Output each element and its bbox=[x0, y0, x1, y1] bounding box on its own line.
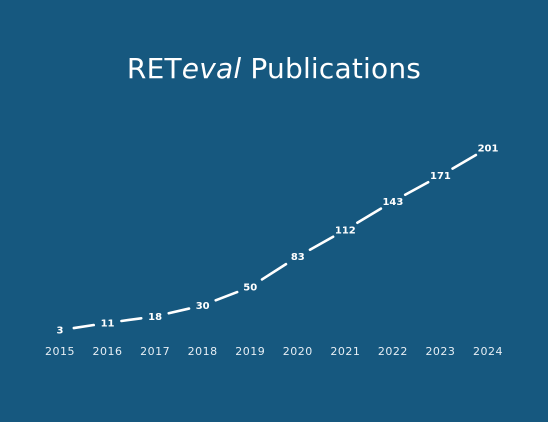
series-line-segment bbox=[308, 235, 335, 252]
data-labels: 3 11 18 30 50 83 112 143 171 201 bbox=[57, 144, 499, 337]
series-line-segment bbox=[356, 207, 383, 225]
data-label: 171 bbox=[430, 171, 451, 182]
series-line-segment bbox=[403, 180, 430, 197]
x-tick-label: 2024 bbox=[473, 345, 503, 358]
data-label: 18 bbox=[148, 312, 162, 323]
data-label: 201 bbox=[478, 144, 499, 155]
x-tick-label: 2020 bbox=[283, 345, 313, 358]
title-italic: eval bbox=[181, 52, 242, 85]
data-label: 3 bbox=[57, 326, 64, 337]
title-prefix: RET bbox=[126, 52, 182, 85]
series-line-segment bbox=[451, 153, 478, 170]
series-line-segment bbox=[214, 290, 239, 302]
drop-lines bbox=[202, 156, 489, 328]
x-axis-ticks: 2015 2016 2017 2018 2019 2020 2021 2022 2023 2024 bbox=[45, 345, 503, 358]
series-line-segment bbox=[167, 307, 191, 315]
x-tick-label: 2022 bbox=[378, 345, 408, 358]
title-suffix: Publications bbox=[241, 52, 422, 85]
x-tick-label: 2021 bbox=[330, 345, 360, 358]
series-line-segment bbox=[120, 317, 143, 323]
x-tick-label: 2018 bbox=[188, 345, 218, 358]
x-tick-label: 2023 bbox=[425, 345, 455, 358]
data-label: 83 bbox=[291, 252, 305, 263]
data-label: 112 bbox=[335, 225, 356, 236]
x-tick-label: 2017 bbox=[140, 345, 170, 358]
x-tick-label: 2016 bbox=[93, 345, 123, 358]
data-label: 30 bbox=[196, 301, 210, 312]
series-line-segment bbox=[260, 262, 288, 281]
chart-title: RETeval Publications bbox=[0, 52, 548, 85]
x-tick-label: 2015 bbox=[45, 345, 75, 358]
data-label: 143 bbox=[382, 197, 403, 208]
x-tick-label: 2019 bbox=[235, 345, 265, 358]
series-line-segment bbox=[72, 323, 96, 330]
data-label: 50 bbox=[243, 282, 257, 293]
data-label: 11 bbox=[101, 318, 115, 329]
series-group bbox=[72, 153, 478, 330]
